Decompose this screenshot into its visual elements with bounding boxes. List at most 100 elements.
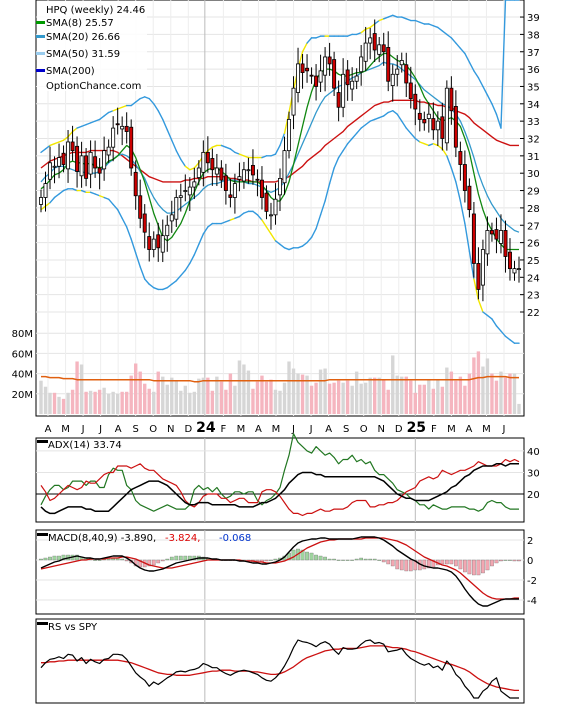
volume-bar	[282, 382, 287, 414]
bollinger-lower-segment	[351, 132, 358, 140]
macd-histogram-bar	[124, 559, 129, 562]
candle-body	[390, 73, 395, 86]
volume-bar	[373, 377, 377, 414]
price-tick-label: 30	[527, 169, 540, 180]
volume-bar	[449, 371, 454, 414]
volume-bar	[467, 373, 472, 414]
bollinger-lower-segment	[198, 233, 205, 246]
volume-bar	[201, 377, 206, 414]
bollinger-lower-segment	[261, 219, 268, 228]
bollinger-lower-segment	[274, 240, 281, 246]
macd-histogram-bar	[454, 559, 458, 567]
bollinger-lower-segment	[98, 195, 105, 199]
bollinger-upper-segment	[432, 25, 439, 29]
bollinger-upper-segment	[437, 26, 444, 32]
macd-histogram-bar	[372, 558, 377, 561]
volume-bar	[79, 364, 84, 414]
candle-body	[75, 145, 80, 172]
bollinger-lower-segment	[491, 318, 498, 327]
bollinger-lower-segment	[103, 196, 110, 200]
volume-bar	[332, 382, 336, 414]
volume-bar	[156, 371, 160, 414]
volume-bar	[368, 377, 372, 414]
bollinger-upper-segment	[301, 42, 308, 53]
bollinger-lower-segment	[337, 149, 344, 159]
macd-histogram-bar	[264, 559, 269, 562]
bollinger-lower-segment	[53, 193, 60, 199]
candle-body	[354, 75, 359, 82]
candle-body	[287, 119, 291, 152]
volume-bar	[143, 383, 147, 414]
macd-histogram-bar	[305, 551, 309, 561]
volume-bar	[48, 392, 52, 414]
volume-bar	[147, 388, 151, 414]
bollinger-upper-segment	[355, 31, 362, 36]
volume-bar	[323, 368, 327, 414]
candle-body	[174, 197, 179, 220]
bollinger-upper-segment	[80, 123, 87, 128]
candle-body	[61, 152, 66, 165]
candle-body	[278, 178, 282, 196]
volume-bar	[251, 388, 255, 414]
bollinger-lower-segment	[437, 144, 444, 150]
bollinger-lower-segment	[116, 208, 123, 220]
month-label: S	[343, 424, 349, 435]
bollinger-upper-segment	[166, 129, 173, 141]
bollinger-lower-segment	[134, 252, 141, 268]
volume-bar	[472, 357, 476, 414]
candle-body	[489, 230, 494, 235]
candle-body	[345, 69, 350, 86]
bollinger-upper-segment	[157, 110, 164, 121]
bollinger-upper-segment	[162, 118, 168, 131]
volume-bar	[422, 384, 426, 414]
bollinger-lower-segment	[459, 200, 466, 225]
macd-histogram-bar	[359, 557, 364, 561]
candle-body	[413, 93, 418, 110]
candle-body	[458, 151, 463, 165]
candle-body	[508, 251, 512, 270]
bollinger-upper-segment	[401, 16, 407, 20]
price-tick-label: 22	[527, 308, 540, 319]
candle-body	[102, 150, 107, 170]
legend-background	[37, 1, 147, 91]
bollinger-lower-segment	[225, 219, 232, 223]
volume-bar	[138, 371, 142, 414]
volume-bar	[309, 385, 314, 414]
macd-histogram-bar	[160, 559, 165, 562]
bollinger-upper-segment	[261, 155, 268, 159]
bollinger-upper-segment	[207, 146, 214, 152]
bollinger-upper-segment	[279, 132, 286, 147]
bollinger-lower-segment	[162, 287, 168, 291]
macd-line	[40, 536, 519, 607]
macd-histogram-bar	[327, 558, 332, 561]
volume-bar	[70, 389, 75, 414]
bollinger-upper-segment	[116, 106, 123, 110]
candle-body	[178, 195, 183, 198]
price-tick-label: 26	[527, 239, 540, 250]
macd-histogram-bar	[363, 558, 368, 561]
bollinger-lower-segment	[58, 189, 65, 195]
bollinger-lower-segment	[112, 203, 119, 211]
bollinger-upper-segment	[274, 144, 281, 155]
bollinger-upper-segment	[49, 143, 56, 147]
macd-histogram-bar	[61, 554, 66, 561]
bollinger-upper-segment	[441, 30, 448, 36]
bollinger-lower-segment	[175, 274, 182, 282]
macd-tick-label: -2	[527, 576, 537, 587]
month-label: F	[221, 424, 227, 435]
bollinger-upper-segment	[378, 18, 385, 22]
volume-bar	[359, 383, 363, 414]
price-tick-label: 39	[527, 13, 540, 24]
adx-line	[40, 463, 519, 515]
macd-signal-value: -3.824,	[165, 533, 200, 544]
month-label: N	[167, 424, 174, 435]
macd-histogram-bar	[106, 558, 111, 561]
candle-body	[300, 63, 305, 73]
month-label: O	[360, 424, 368, 435]
macd-histogram-bar	[386, 559, 391, 565]
macd-histogram-bar	[97, 559, 102, 561]
candle-body	[485, 230, 490, 255]
adx-tick-label: 30	[527, 468, 540, 479]
macd-histogram-bar	[52, 555, 57, 561]
volume-axis: 80M 60M 40M 20M	[12, 329, 33, 401]
